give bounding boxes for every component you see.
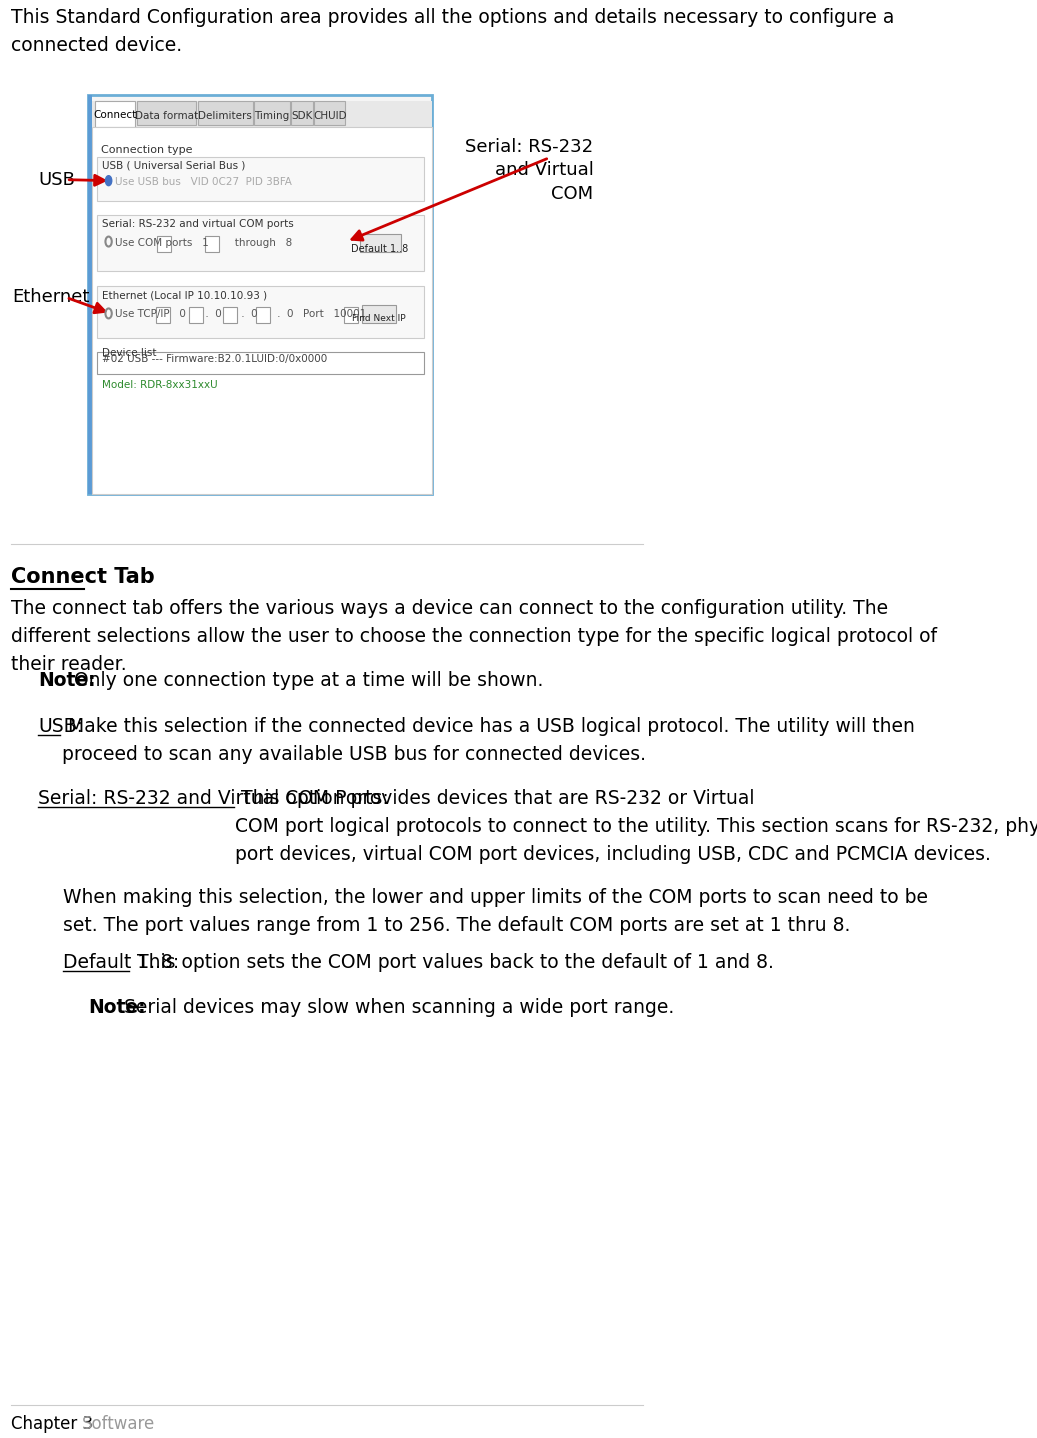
FancyBboxPatch shape (344, 308, 358, 324)
Text: Connect: Connect (93, 109, 137, 119)
Bar (88, 95, 92, 495)
Text: Chapter 3: Chapter 3 (11, 1415, 93, 1434)
Text: Find Next IP: Find Next IP (352, 315, 405, 324)
FancyBboxPatch shape (97, 286, 424, 338)
Text: Default 1..8: Default 1..8 (352, 243, 409, 253)
Text: Timing: Timing (254, 111, 289, 121)
Text: Use USB bus   VID 0C27  PID 3BFA: Use USB bus VID 0C27 PID 3BFA (115, 177, 291, 187)
FancyBboxPatch shape (291, 101, 313, 125)
FancyBboxPatch shape (92, 101, 432, 127)
FancyBboxPatch shape (156, 308, 170, 324)
Text: Serial: RS-232 and virtual COM ports: Serial: RS-232 and virtual COM ports (103, 219, 295, 229)
FancyBboxPatch shape (97, 352, 424, 374)
Text: Use TCP/IP   0      .  0      .  0      .  0: Use TCP/IP 0 . 0 . 0 . 0 (115, 309, 293, 319)
FancyBboxPatch shape (190, 308, 203, 324)
FancyBboxPatch shape (362, 305, 396, 324)
Circle shape (106, 175, 112, 186)
FancyBboxPatch shape (254, 101, 289, 125)
FancyBboxPatch shape (198, 101, 253, 125)
Text: Device list: Device list (103, 348, 157, 358)
FancyBboxPatch shape (223, 308, 236, 324)
FancyBboxPatch shape (137, 101, 196, 125)
Text: USB:: USB: (38, 716, 83, 736)
Text: Connect Tab: Connect Tab (11, 567, 156, 587)
Text: Software: Software (82, 1415, 156, 1434)
FancyBboxPatch shape (158, 236, 171, 252)
Text: This option sets the COM port values back to the default of 1 and 8.: This option sets the COM port values bac… (132, 953, 775, 972)
FancyBboxPatch shape (97, 157, 424, 201)
Text: Note:: Note: (38, 670, 95, 690)
FancyBboxPatch shape (360, 233, 401, 252)
Text: Port   10001: Port 10001 (303, 309, 366, 319)
Text: This option provides devices that are RS-232 or Virtual
COM port logical protoco: This option provides devices that are RS… (235, 788, 1037, 864)
Text: SDK: SDK (291, 111, 312, 121)
FancyBboxPatch shape (88, 95, 432, 495)
Text: Default 1..8:: Default 1..8: (63, 953, 179, 972)
Text: CHUID: CHUID (313, 111, 346, 121)
FancyBboxPatch shape (97, 214, 424, 270)
Text: Delimiters: Delimiters (198, 111, 252, 121)
Text: Make this selection if the connected device has a USB logical protocol. The util: Make this selection if the connected dev… (62, 716, 915, 764)
Text: When making this selection, the lower and upper limits of the COM ports to scan : When making this selection, the lower an… (63, 889, 928, 935)
Text: Ethernet: Ethernet (12, 289, 90, 306)
Text: #02 USB --- Firmware:B2.0.1LUID:0/0x0000: #02 USB --- Firmware:B2.0.1LUID:0/0x0000 (103, 354, 328, 364)
FancyBboxPatch shape (205, 236, 219, 252)
FancyBboxPatch shape (94, 101, 136, 127)
Text: Only one connection type at a time will be shown.: Only one connection type at a time will … (67, 670, 543, 690)
Text: Data format: Data format (135, 111, 198, 121)
Text: Use COM ports   1        through   8: Use COM ports 1 through 8 (115, 237, 292, 247)
Text: Serial: RS-232
and Virtual
COM: Serial: RS-232 and Virtual COM (466, 138, 593, 203)
Text: The connect tab offers the various ways a device can connect to the configuratio: The connect tab offers the various ways … (11, 598, 937, 674)
FancyBboxPatch shape (314, 101, 345, 125)
Text: Serial: RS-232 and Virtual COM Ports:: Serial: RS-232 and Virtual COM Ports: (38, 788, 389, 808)
Text: USB ( Universal Serial Bus ): USB ( Universal Serial Bus ) (103, 161, 246, 171)
Text: USB: USB (38, 171, 75, 188)
Text: This Standard Configuration area provides all the options and details necessary : This Standard Configuration area provide… (11, 9, 895, 55)
Text: Model: RDR-8xx31xxU: Model: RDR-8xx31xxU (103, 380, 218, 390)
FancyBboxPatch shape (256, 308, 271, 324)
Text: Ethernet (Local IP 10.10.10.93 ): Ethernet (Local IP 10.10.10.93 ) (103, 290, 268, 301)
Text: Serial devices may slow when scanning a wide port range.: Serial devices may slow when scanning a … (118, 998, 674, 1017)
FancyBboxPatch shape (92, 127, 432, 495)
Text: Note:: Note: (88, 998, 146, 1017)
Text: Connection type: Connection type (101, 145, 193, 155)
